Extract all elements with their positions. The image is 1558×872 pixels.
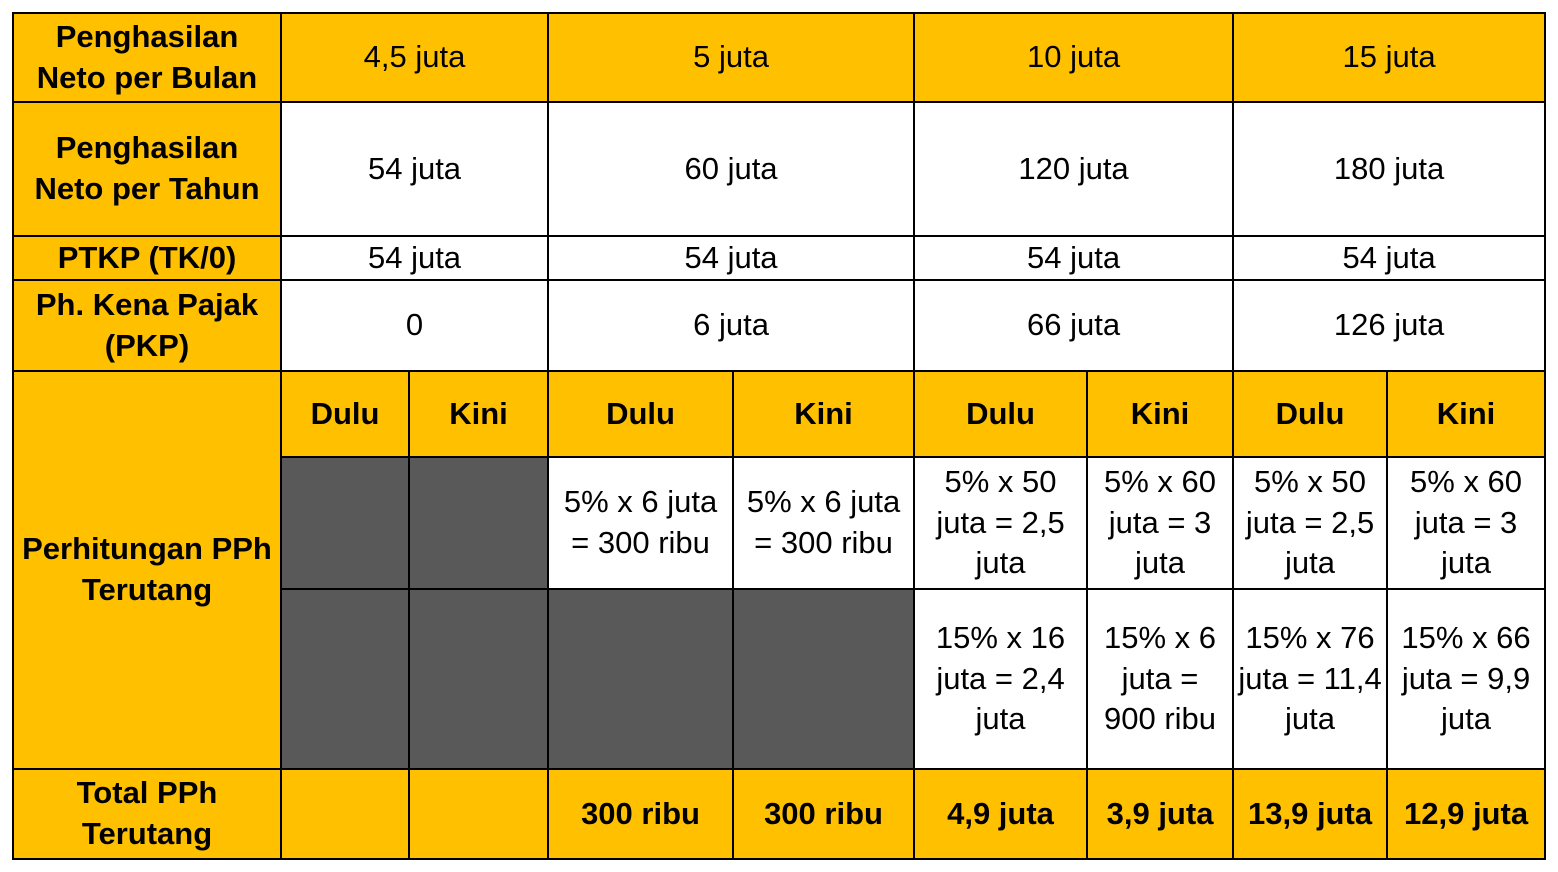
column-header-dulu: Dulu <box>913 370 1089 458</box>
column-header-kini: Kini <box>732 370 916 458</box>
column-header-dulu: Dulu <box>547 370 735 458</box>
tier2-calc: 15% x 16 juta = 2,4 juta <box>913 588 1089 770</box>
ptkp-value: 54 juta <box>1232 235 1547 281</box>
total-value: 4,9 juta <box>913 768 1089 860</box>
monthly-income-value: 10 juta <box>913 12 1235 103</box>
tier1-calc: 5% x 6 juta = 300 ribu <box>732 456 916 590</box>
ptkp-label: PTKP (TK/0) <box>12 235 282 281</box>
tier2-calc: 15% x 6 juta = 900 ribu <box>1086 588 1235 770</box>
yearly-income-value: 180 juta <box>1232 101 1547 237</box>
calc-header-row: Perhitungan PPh Terutang Dulu Kini Dulu … <box>12 370 1547 770</box>
total-value <box>407 768 550 860</box>
yearly-income-value: 120 juta <box>913 101 1235 237</box>
pph-comparison-table: Penghasilan Neto per Bulan 4,5 juta 5 ju… <box>12 12 1547 860</box>
tier1-calc: 5% x 60 juta = 3 juta <box>1086 456 1235 590</box>
calc-tier1-row: 5% x 6 juta = 300 ribu 5% x 6 juta = 300… <box>13 456 1547 590</box>
monthly-income-value: 4,5 juta <box>279 12 550 103</box>
pkp-value: 0 <box>279 279 550 372</box>
column-header-kini: Kini <box>1386 370 1547 458</box>
column-header-kini: Kini <box>1086 370 1235 458</box>
total-value: 12,9 juta <box>1386 768 1547 860</box>
yearly-income-value: 60 juta <box>547 101 916 237</box>
tier2-calc: 15% x 66 juta = 9,9 juta <box>1386 588 1547 770</box>
calc-label: Perhitungan PPh Terutang <box>12 370 282 770</box>
total-value <box>280 768 410 860</box>
total-value: 300 ribu <box>732 768 916 860</box>
empty-cell <box>407 456 550 590</box>
total-row: Total PPh Terutang 300 ribu 300 ribu 4,9… <box>12 768 1547 860</box>
yearly-income-row: Penghasilan Neto per Tahun 54 juta 60 ju… <box>12 101 1547 237</box>
yearly-income-label: Penghasilan Neto per Tahun <box>12 101 282 237</box>
yearly-income-value: 54 juta <box>279 101 550 237</box>
empty-cell <box>280 588 410 770</box>
total-value: 300 ribu <box>547 768 735 860</box>
tier2-calc: 15% x 76 juta = 11,4 juta <box>1232 588 1389 770</box>
empty-cell <box>407 588 550 770</box>
calc-tier2-row: 15% x 16 juta = 2,4 juta 15% x 6 juta = … <box>13 588 1547 770</box>
ptkp-row: PTKP (TK/0) 54 juta 54 juta 54 juta 54 j… <box>12 235 1547 281</box>
total-value: 3,9 juta <box>1086 768 1235 860</box>
pkp-value: 6 juta <box>547 279 916 372</box>
pkp-value: 126 juta <box>1232 279 1547 372</box>
ptkp-value: 54 juta <box>279 235 550 281</box>
empty-cell <box>732 588 916 770</box>
empty-cell <box>547 588 735 770</box>
column-header-kini: Kini <box>407 370 550 458</box>
pkp-row: Ph. Kena Pajak (PKP) 0 6 juta 66 juta 12… <box>12 279 1547 372</box>
tier1-calc: 5% x 50 juta = 2,5 juta <box>913 456 1089 590</box>
ptkp-value: 54 juta <box>913 235 1235 281</box>
ptkp-value: 54 juta <box>547 235 916 281</box>
tier1-calc: 5% x 6 juta = 300 ribu <box>547 456 735 590</box>
monthly-income-value: 5 juta <box>547 12 916 103</box>
pkp-label: Ph. Kena Pajak (PKP) <box>12 279 282 372</box>
monthly-income-row: Penghasilan Neto per Bulan 4,5 juta 5 ju… <box>12 12 1547 103</box>
total-label: Total PPh Terutang <box>12 768 282 860</box>
tier1-calc: 5% x 60 juta = 3 juta <box>1386 456 1547 590</box>
column-header-dulu: Dulu <box>1232 370 1389 458</box>
tier1-calc: 5% x 50 juta = 2,5 juta <box>1232 456 1389 590</box>
pkp-value: 66 juta <box>913 279 1235 372</box>
monthly-income-label: Penghasilan Neto per Bulan <box>12 12 282 103</box>
column-header-dulu: Dulu <box>280 370 410 458</box>
total-value: 13,9 juta <box>1232 768 1389 860</box>
monthly-income-value: 15 juta <box>1232 12 1547 103</box>
empty-cell <box>280 456 410 590</box>
